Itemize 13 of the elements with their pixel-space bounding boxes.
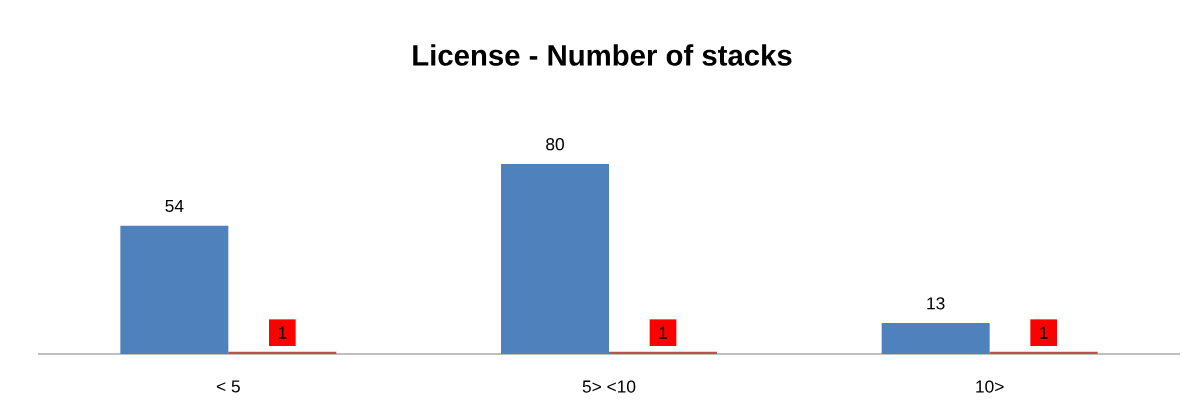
x-tick-label: 5> <10 [582,380,636,393]
data-label: 1 [1040,326,1048,339]
data-label: 13 [927,297,945,310]
x-tick-label: < 5 [216,380,240,393]
data-label: 1 [278,326,287,339]
x-tick-label: 10> [976,380,1004,393]
data-label: 1 [659,326,667,339]
data-label: 80 [546,138,564,151]
bar [881,323,990,354]
chart-title: License - Number of stacks [413,44,792,66]
data-label: 54 [165,200,184,213]
bar [501,163,609,354]
bar [120,225,229,354]
